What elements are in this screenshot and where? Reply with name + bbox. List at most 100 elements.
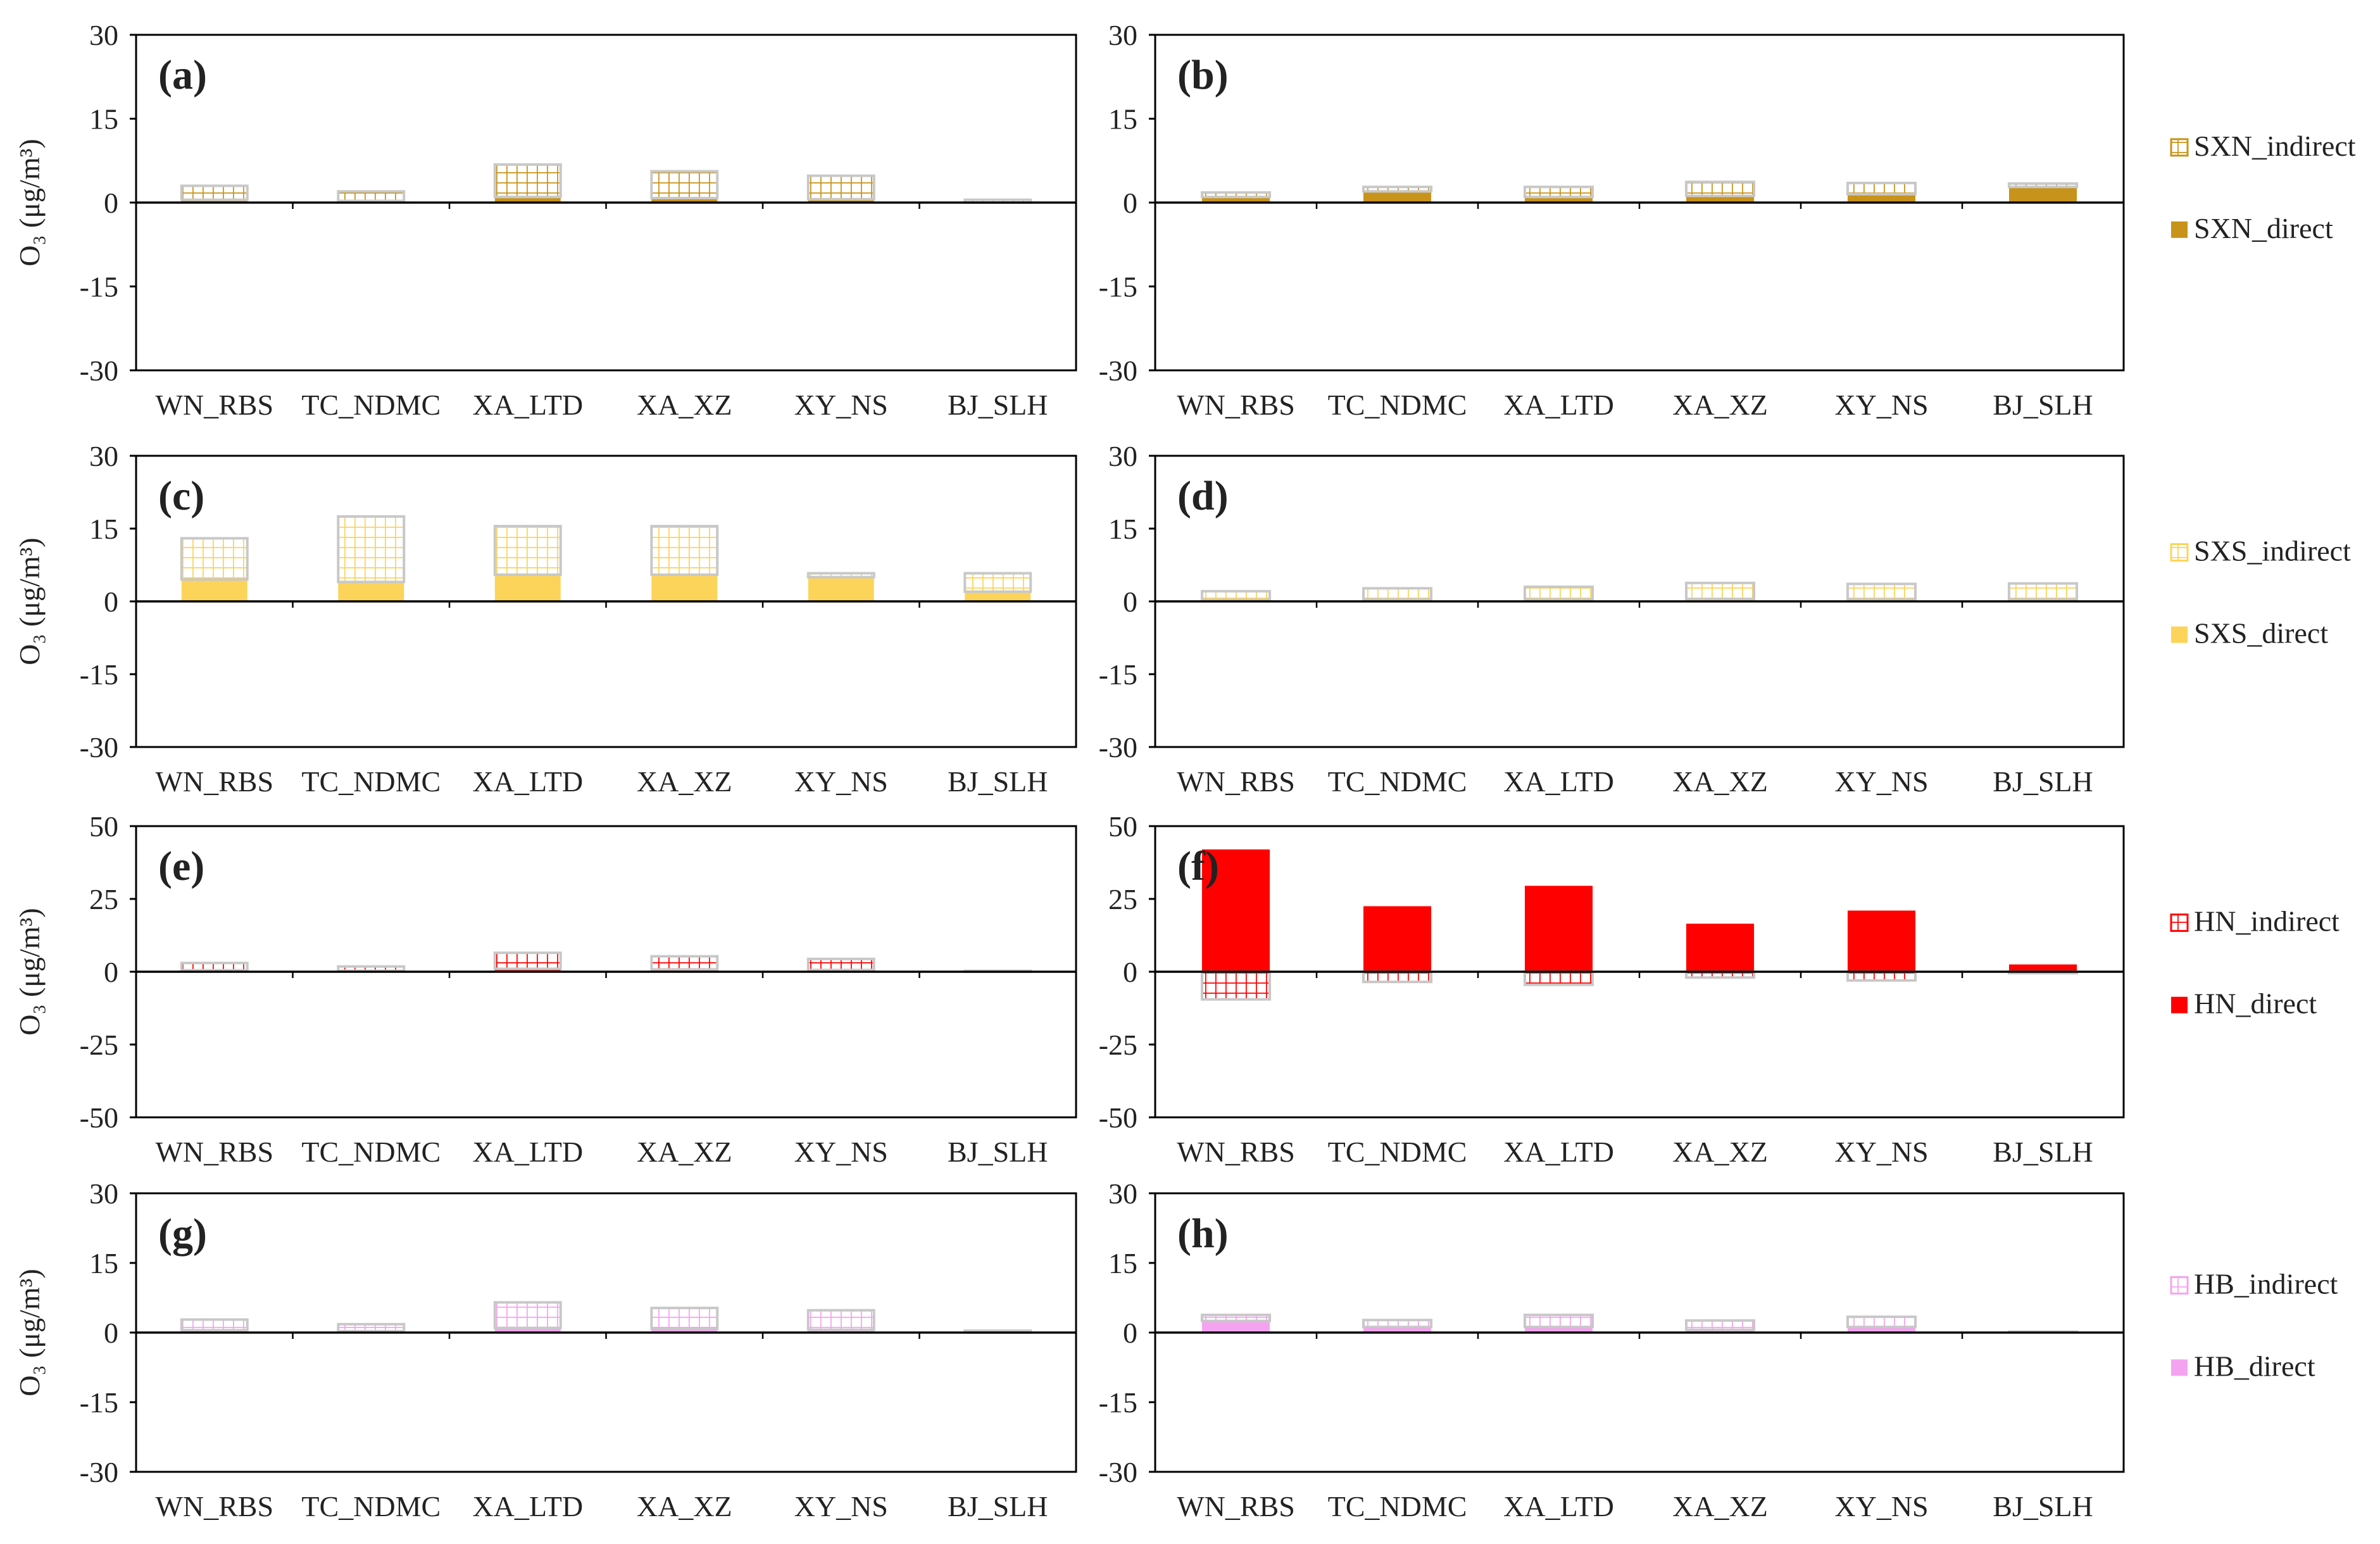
- legend-label: SXN_direct: [2194, 212, 2333, 244]
- legend-swatch: [2170, 543, 2189, 562]
- x-category-label: BJ_SLH: [948, 1136, 1048, 1168]
- y-tick-label: 50: [89, 810, 118, 843]
- legend-label: HB_indirect: [2194, 1267, 2338, 1300]
- legend-label: SXS_direct: [2194, 617, 2328, 650]
- bar-SXN_indirect-XY_NS: [806, 174, 875, 201]
- y-tick-label: -30: [80, 1456, 118, 1488]
- y-tick-label: 30: [89, 1177, 118, 1210]
- x-category-label: BJ_SLH: [1993, 1136, 2093, 1168]
- x-category-label: XY_NS: [1834, 1490, 1928, 1522]
- x-category-label: TC_NDMC: [301, 765, 441, 798]
- legend-row-3: HN_indirect HN_direct: [2170, 905, 2339, 1020]
- x-category-label: XA_LTD: [1503, 389, 1614, 421]
- x-category-label: XA_XZ: [637, 765, 732, 798]
- panel-label: (e): [158, 843, 204, 889]
- bar-SXN_direct-WN_RBS: [1201, 197, 1270, 203]
- x-category-label: XA_LTD: [472, 1490, 583, 1522]
- bar-SXS_direct-WN_RBS: [181, 579, 247, 601]
- bar-HN_direct-XY_NS: [1847, 910, 1916, 972]
- bar-HB_indirect-WN_RBS: [1200, 1314, 1272, 1322]
- x-category-label: XY_NS: [794, 765, 888, 798]
- bar-HN_direct-XA_LTD: [494, 969, 561, 972]
- legend-swatch: [2171, 1359, 2188, 1376]
- y-tick-label: 0: [104, 187, 118, 219]
- bar-HB_direct-XY_NS: [1847, 1327, 1916, 1333]
- y-tick-label: -15: [1099, 658, 1137, 691]
- panel-label: (h): [1177, 1210, 1229, 1257]
- bar-SXN_indirect-XA_XZ: [1684, 180, 1756, 198]
- bar-SXN_direct-XY_NS: [1847, 194, 1916, 203]
- x-category-label: BJ_SLH: [1993, 765, 2093, 798]
- bar-HB_indirect-WN_RBS: [180, 1318, 249, 1332]
- y-tick-label: 30: [89, 440, 118, 472]
- legend-swatch: [2171, 221, 2188, 238]
- bar-SXS_indirect-TC_NDMC: [1362, 587, 1433, 601]
- legend-swatch: [2170, 1276, 2189, 1295]
- y-tick-label: 0: [1123, 586, 1137, 618]
- y-tick-label: 30: [1108, 1177, 1137, 1210]
- x-category-label: BJ_SLH: [1993, 389, 2093, 421]
- bar-HB_direct-XA_XZ: [1686, 1329, 1755, 1333]
- x-category-label: XY_NS: [1834, 389, 1928, 421]
- bar-HN_direct-XA_LTD: [1524, 886, 1593, 972]
- legend-swatch: [2171, 996, 2188, 1014]
- x-category-label: XY_NS: [1834, 765, 1928, 798]
- bar-HB_indirect-XA_XZ: [650, 1307, 719, 1331]
- x-category-label: BJ_SLH: [948, 1490, 1048, 1522]
- legend-label: HN_direct: [2194, 988, 2317, 1020]
- panel-e: 50 25 0 -25 -50 O₃ (μg/m³) WN_RBS TC_NDMC XA_LTD…: [13, 810, 1077, 1168]
- x-category-label: BJ_SLH: [1993, 1490, 2093, 1522]
- x-category-label: WN_RBS: [155, 765, 273, 798]
- bar-SXN_indirect-XA_LTD: [1523, 185, 1594, 199]
- legend-swatch: [2170, 913, 2189, 932]
- x-category-label: XA_LTD: [472, 765, 583, 798]
- x-category-label: XY_NS: [794, 389, 888, 421]
- y-tick-label: -30: [1099, 1456, 1137, 1488]
- y-tick-label: -50: [80, 1102, 118, 1134]
- bar-HN_indirect-WN_RBS: [180, 962, 249, 972]
- bar-SXN_indirect-XY_NS: [1846, 182, 1917, 196]
- panel-label: (g): [158, 1210, 207, 1257]
- y-tick-label: 30: [1108, 440, 1137, 472]
- x-category-label: WN_RBS: [1177, 1490, 1295, 1522]
- x-category-label: WN_RBS: [155, 389, 273, 421]
- y-tick-label: 15: [89, 1247, 118, 1279]
- bar-SXS_direct-BJ_SLH: [965, 591, 1031, 601]
- bar-SXN_indirect-XA_LTD: [493, 163, 562, 199]
- bar-HN_indirect-XY_NS: [806, 957, 875, 972]
- panel-label: (b): [1177, 52, 1229, 98]
- x-category-label: WN_RBS: [1177, 389, 1295, 421]
- y-tick-label: -30: [1099, 731, 1137, 763]
- y-tick-label: 30: [89, 19, 118, 51]
- bar-SXN_direct-WN_RBS: [181, 199, 247, 203]
- bar-HB_direct-XY_NS: [808, 1329, 874, 1333]
- x-category-label: WN_RBS: [1177, 1136, 1295, 1168]
- panel-label: (f): [1177, 843, 1219, 889]
- bar-SXN_indirect-XA_XZ: [650, 170, 719, 199]
- panel-f: 50 25 0 -25 -50 WN_RBS TC_NDMC XA_LTD XA_XZ XY_NS…: [1099, 810, 2125, 1168]
- bar-HB_direct-XA_LTD: [494, 1327, 561, 1333]
- y-axis-title: O₃ (μg/m³): [13, 1269, 46, 1396]
- y-tick-label: 25: [89, 883, 118, 915]
- x-category-label: XA_LTD: [1503, 1136, 1614, 1168]
- panel-label: (c): [158, 473, 204, 519]
- y-axis-title: O₃ (μg/m³): [13, 908, 46, 1035]
- bar-SXN_direct-XA_XZ: [1686, 196, 1755, 203]
- x-category-label: XY_NS: [794, 1136, 888, 1168]
- bar-SXN_direct-XA_LTD: [494, 197, 561, 203]
- x-category-label: XA_XZ: [1672, 1490, 1768, 1522]
- panel-label: (a): [158, 52, 207, 98]
- x-category-label: XA_LTD: [1503, 1490, 1614, 1522]
- bar-SXS_indirect-XA_LTD: [1523, 586, 1594, 601]
- legend-row-1: SXN_indirect SXN_direct: [2170, 130, 2356, 244]
- bar-HN_indirect-XA_LTD: [1523, 970, 1594, 986]
- bar-SXS_indirect-XY_NS: [1846, 582, 1917, 601]
- bar-SXS_indirect-WN_RBS: [180, 537, 249, 581]
- bar-SXN_direct-XA_XZ: [651, 198, 718, 203]
- legend-label: HN_indirect: [2194, 905, 2339, 938]
- x-category-label: XA_LTD: [472, 389, 583, 421]
- bar-HB_indirect-XA_XZ: [1684, 1319, 1756, 1331]
- x-category-label: XA_LTD: [1503, 765, 1614, 798]
- bar-SXN_indirect-TC_NDMC: [1362, 185, 1433, 193]
